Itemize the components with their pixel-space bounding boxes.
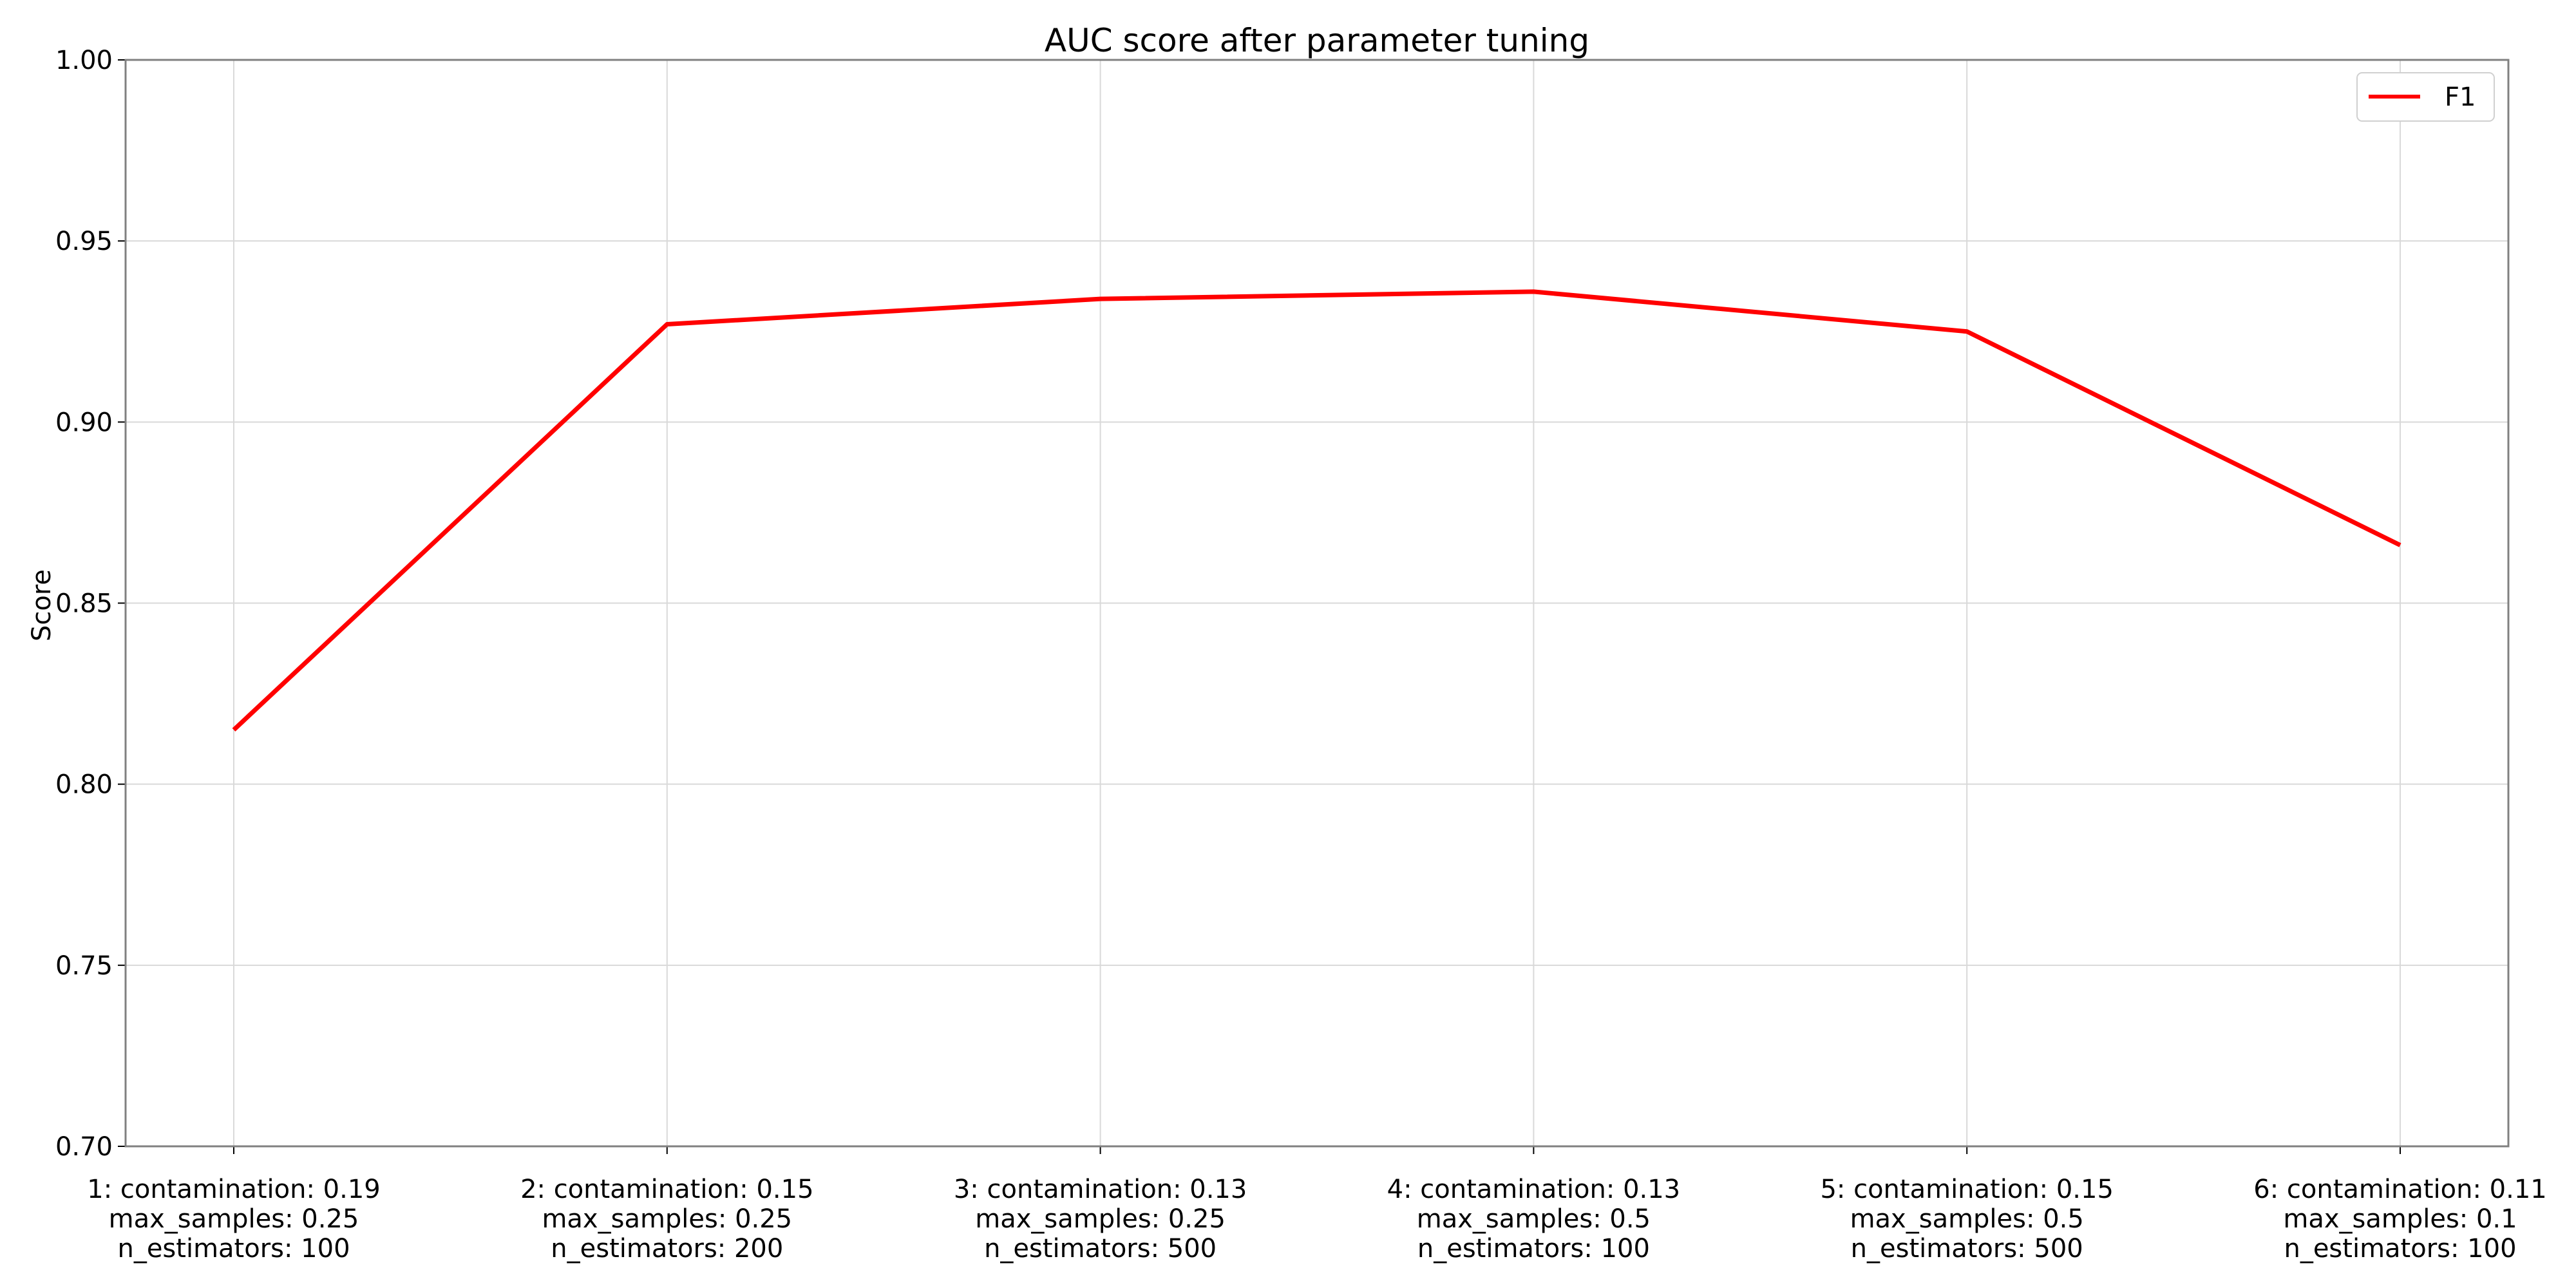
x-tick-label-line: max_samples: 0.25 [542, 1204, 792, 1234]
x-tick-label-line: max_samples: 0.5 [1850, 1204, 2084, 1234]
y-tick-label: 0.75 [55, 951, 113, 981]
x-tick-label-line: max_samples: 0.5 [1417, 1204, 1651, 1234]
x-tick-label-line: 2: contamination: 0.15 [520, 1175, 813, 1204]
x-tick-label-line: n_estimators: 200 [551, 1234, 783, 1264]
x-tick-label: 2: contamination: 0.15 max_samples: 0.25 n… [520, 1175, 813, 1264]
legend-label-f1: F1 [2445, 82, 2476, 112]
x-tick-label-line: max_samples: 0.25 [109, 1204, 359, 1234]
x-tick-label: 6: contamination: 0.11 max_samples: 0.1 n_… [2253, 1175, 2546, 1264]
y-tick-label: 0.95 [55, 227, 113, 256]
x-tick-label: 3: contamination: 0.13 max_samples: 0.25 n… [954, 1175, 1247, 1264]
legend-box [2356, 72, 2495, 122]
x-tick-label: 1: contamination: 0.19 max_samples: 0.25 n… [87, 1175, 380, 1264]
x-tick-label-line: 1: contamination: 0.19 [87, 1175, 380, 1204]
x-tick-label-line: n_estimators: 500 [1851, 1234, 2083, 1264]
y-tick-label: 0.80 [55, 770, 113, 800]
x-tick-label: 4: contamination: 0.13 max_samples: 0.5 n_… [1387, 1175, 1680, 1264]
axis-ticks: 0.70 0.75 0.80 0.85 0.90 0.95 1.00 1: contamina… [55, 46, 2547, 1264]
x-tick-label-line: n_estimators: 100 [2284, 1234, 2516, 1264]
y-tick-label: 0.90 [55, 408, 113, 437]
grid-lines [126, 59, 2508, 1147]
x-tick-label-line: n_estimators: 100 [117, 1234, 350, 1264]
series-line-f1 [232, 289, 2401, 732]
x-tick-label-line: n_estimators: 100 [1417, 1234, 1650, 1264]
y-tick-label: 0.85 [55, 589, 113, 619]
y-tick-label: 1.00 [55, 46, 113, 75]
y-axis-label: Score [27, 569, 57, 641]
x-tick-label-line: 5: contamination: 0.15 [1820, 1175, 2113, 1204]
x-tick-label-line: 6: contamination: 0.11 [2253, 1175, 2546, 1204]
plot-area-frame [124, 59, 2510, 1148]
series-lines [232, 289, 2401, 732]
legend: F1 [2356, 72, 2495, 122]
chart-title: AUC score after parameter tuning [1045, 22, 1589, 59]
x-tick-label-line: 4: contamination: 0.13 [1387, 1175, 1680, 1204]
x-tick-label: 5: contamination: 0.15 max_samples: 0.5 n_… [1820, 1175, 2113, 1264]
x-tick-label-line: max_samples: 0.1 [2283, 1204, 2517, 1234]
x-tick-label-line: max_samples: 0.25 [975, 1204, 1226, 1234]
y-tick-label: 0.70 [55, 1132, 113, 1162]
x-tick-label-line: n_estimators: 500 [984, 1234, 1217, 1264]
x-tick-label-line: 3: contamination: 0.13 [954, 1175, 1247, 1204]
